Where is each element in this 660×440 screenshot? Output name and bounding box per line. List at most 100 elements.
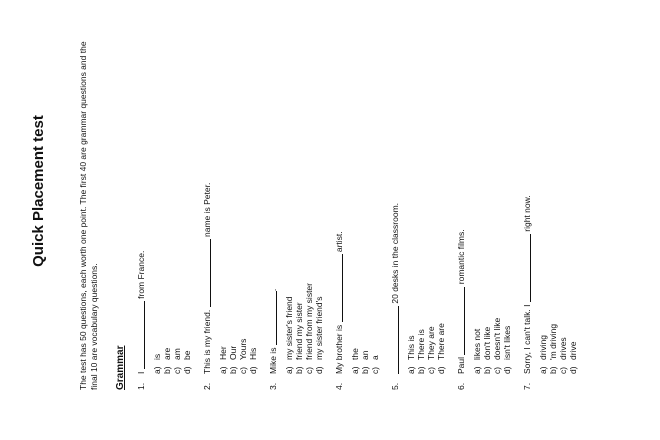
option[interactable]: b) friend my sister xyxy=(294,0,304,374)
question-4: 4. My brother is artist. a) the b) an c) a xyxy=(334,0,380,390)
option-letter: a) xyxy=(284,366,294,374)
answer-blank[interactable] xyxy=(522,234,531,303)
option-letter: c) xyxy=(558,366,568,374)
option-text: is xyxy=(152,353,162,360)
answer-blank[interactable] xyxy=(456,286,465,355)
answer-blank[interactable] xyxy=(268,291,277,346)
intro-text: The test has 50 questions, each worth on… xyxy=(78,0,100,390)
stem-after: artist. xyxy=(334,231,344,253)
option-letter: a) xyxy=(218,366,228,374)
option[interactable]: b) don't like xyxy=(482,0,492,374)
answer-blank[interactable] xyxy=(136,301,145,370)
option-text: They are xyxy=(426,326,436,360)
option-letter: d) xyxy=(248,366,258,374)
question-number: 5. xyxy=(390,382,400,390)
option-letter: a) xyxy=(152,366,162,374)
options-list: a) is b) are c) am d) be xyxy=(152,0,192,390)
option[interactable]: a) the xyxy=(350,0,360,374)
option[interactable]: c) doesn't like xyxy=(492,0,502,374)
options-list: a) This is b) There is c) They are d) There … xyxy=(406,0,446,390)
option[interactable]: a) Her xyxy=(218,0,228,374)
option[interactable]: c) friend from my sister xyxy=(304,0,314,374)
option[interactable]: b) an xyxy=(360,0,370,374)
option[interactable]: a) This is xyxy=(406,0,416,374)
option-text: Her xyxy=(218,346,228,360)
option-text: a xyxy=(370,355,380,360)
option[interactable]: a) driving xyxy=(538,0,548,374)
intro-line-1: The test has 50 questions, each worth on… xyxy=(78,41,88,390)
option-text: 'm driving xyxy=(548,323,558,360)
option-letter: a) xyxy=(538,366,548,374)
option-text: There are xyxy=(436,323,446,360)
option[interactable]: a) my sister's friend xyxy=(284,0,294,375)
option-text: isn't likes xyxy=(502,325,512,360)
option[interactable]: d) His xyxy=(248,0,258,374)
option-text: This is xyxy=(406,335,416,360)
option[interactable]: a) likes not xyxy=(472,0,482,374)
stem-before: Paul xyxy=(456,356,466,374)
answer-blank[interactable] xyxy=(390,306,399,374)
option[interactable]: d) be xyxy=(182,0,192,374)
stem-before: I xyxy=(136,371,146,374)
option[interactable]: c) am xyxy=(172,0,182,374)
options-list: a) Her b) Our c) Yours d) His xyxy=(218,0,258,390)
option[interactable]: b) Our xyxy=(228,0,238,374)
question-stem: 4. My brother is artist. xyxy=(334,0,345,390)
question-stem: 7. Sorry, I can't talk. I right now. xyxy=(522,0,533,390)
stem-before: This is my friend. xyxy=(202,309,212,374)
option-text: drives xyxy=(558,337,568,360)
option-text: friend from my sister xyxy=(304,283,314,360)
option-letter: b) xyxy=(416,366,426,374)
options-list: a)likes not b)don't like c)doesn't like … xyxy=(472,0,512,390)
option-text: an xyxy=(360,350,370,360)
option-letter: b) xyxy=(482,366,492,374)
options-list: a) driving b) 'm driving c) drives d) drive xyxy=(538,0,578,390)
option[interactable]: b) There is xyxy=(416,0,426,374)
option-text: don't like xyxy=(482,326,492,360)
question-number: 6. xyxy=(456,382,466,390)
option-text: drive xyxy=(568,341,578,360)
option-letter: a) xyxy=(350,366,360,374)
options-list: a)my sister's friend b)friend my sister … xyxy=(284,0,324,390)
option-text: be xyxy=(182,350,192,360)
option[interactable]: c) drives xyxy=(558,0,568,374)
answer-blank[interactable] xyxy=(202,239,211,308)
question-1: 1. I from France. a) is b) are c) am d) be xyxy=(136,0,192,390)
option-letter: b) xyxy=(294,366,304,374)
option[interactable]: d) There are xyxy=(436,0,446,374)
option-letter: d) xyxy=(568,366,578,374)
option[interactable]: c) a xyxy=(370,0,380,374)
option-text: likes not xyxy=(472,328,482,360)
option[interactable]: c) Yours xyxy=(238,0,248,374)
option-letter: a) xyxy=(472,366,482,374)
option[interactable]: c) They are xyxy=(426,0,436,374)
option-letter: d) xyxy=(182,366,192,374)
stem-after: from France. xyxy=(136,250,146,299)
option-text: driving xyxy=(538,334,548,360)
options-list: a) the b) an c) a xyxy=(350,0,380,390)
option-letter: a) xyxy=(406,366,416,374)
question-number: 4. xyxy=(334,382,344,390)
stem-before: My brother is xyxy=(334,324,344,374)
option-text: His xyxy=(248,347,258,360)
stem-after: . xyxy=(268,288,278,292)
option[interactable]: a) is xyxy=(152,0,162,374)
option[interactable]: d) isn't likes xyxy=(502,0,512,374)
option-letter: b) xyxy=(360,366,370,374)
option-letter: d) xyxy=(502,366,512,374)
option[interactable]: d) my sister friend's xyxy=(314,0,324,375)
option-letter: b) xyxy=(228,366,238,374)
option[interactable]: b) 'm driving xyxy=(548,0,558,374)
stem-before: Sorry, I can't talk. I xyxy=(522,304,532,375)
answer-blank[interactable] xyxy=(334,254,343,323)
stem-before: Mike is xyxy=(268,347,278,374)
stem-after: right now. xyxy=(522,195,532,232)
option[interactable]: d) drive xyxy=(568,0,578,374)
stem-after: name is Peter. xyxy=(202,182,212,237)
question-2: 2. This is my friend. name is Peter. a) H… xyxy=(202,0,258,390)
stem-after: 20 desks in the classroom. xyxy=(390,202,400,304)
option-letter: c) xyxy=(172,366,182,374)
option-letter: c) xyxy=(304,366,314,374)
option[interactable]: b) are xyxy=(162,0,172,374)
option-letter: d) xyxy=(314,366,324,374)
